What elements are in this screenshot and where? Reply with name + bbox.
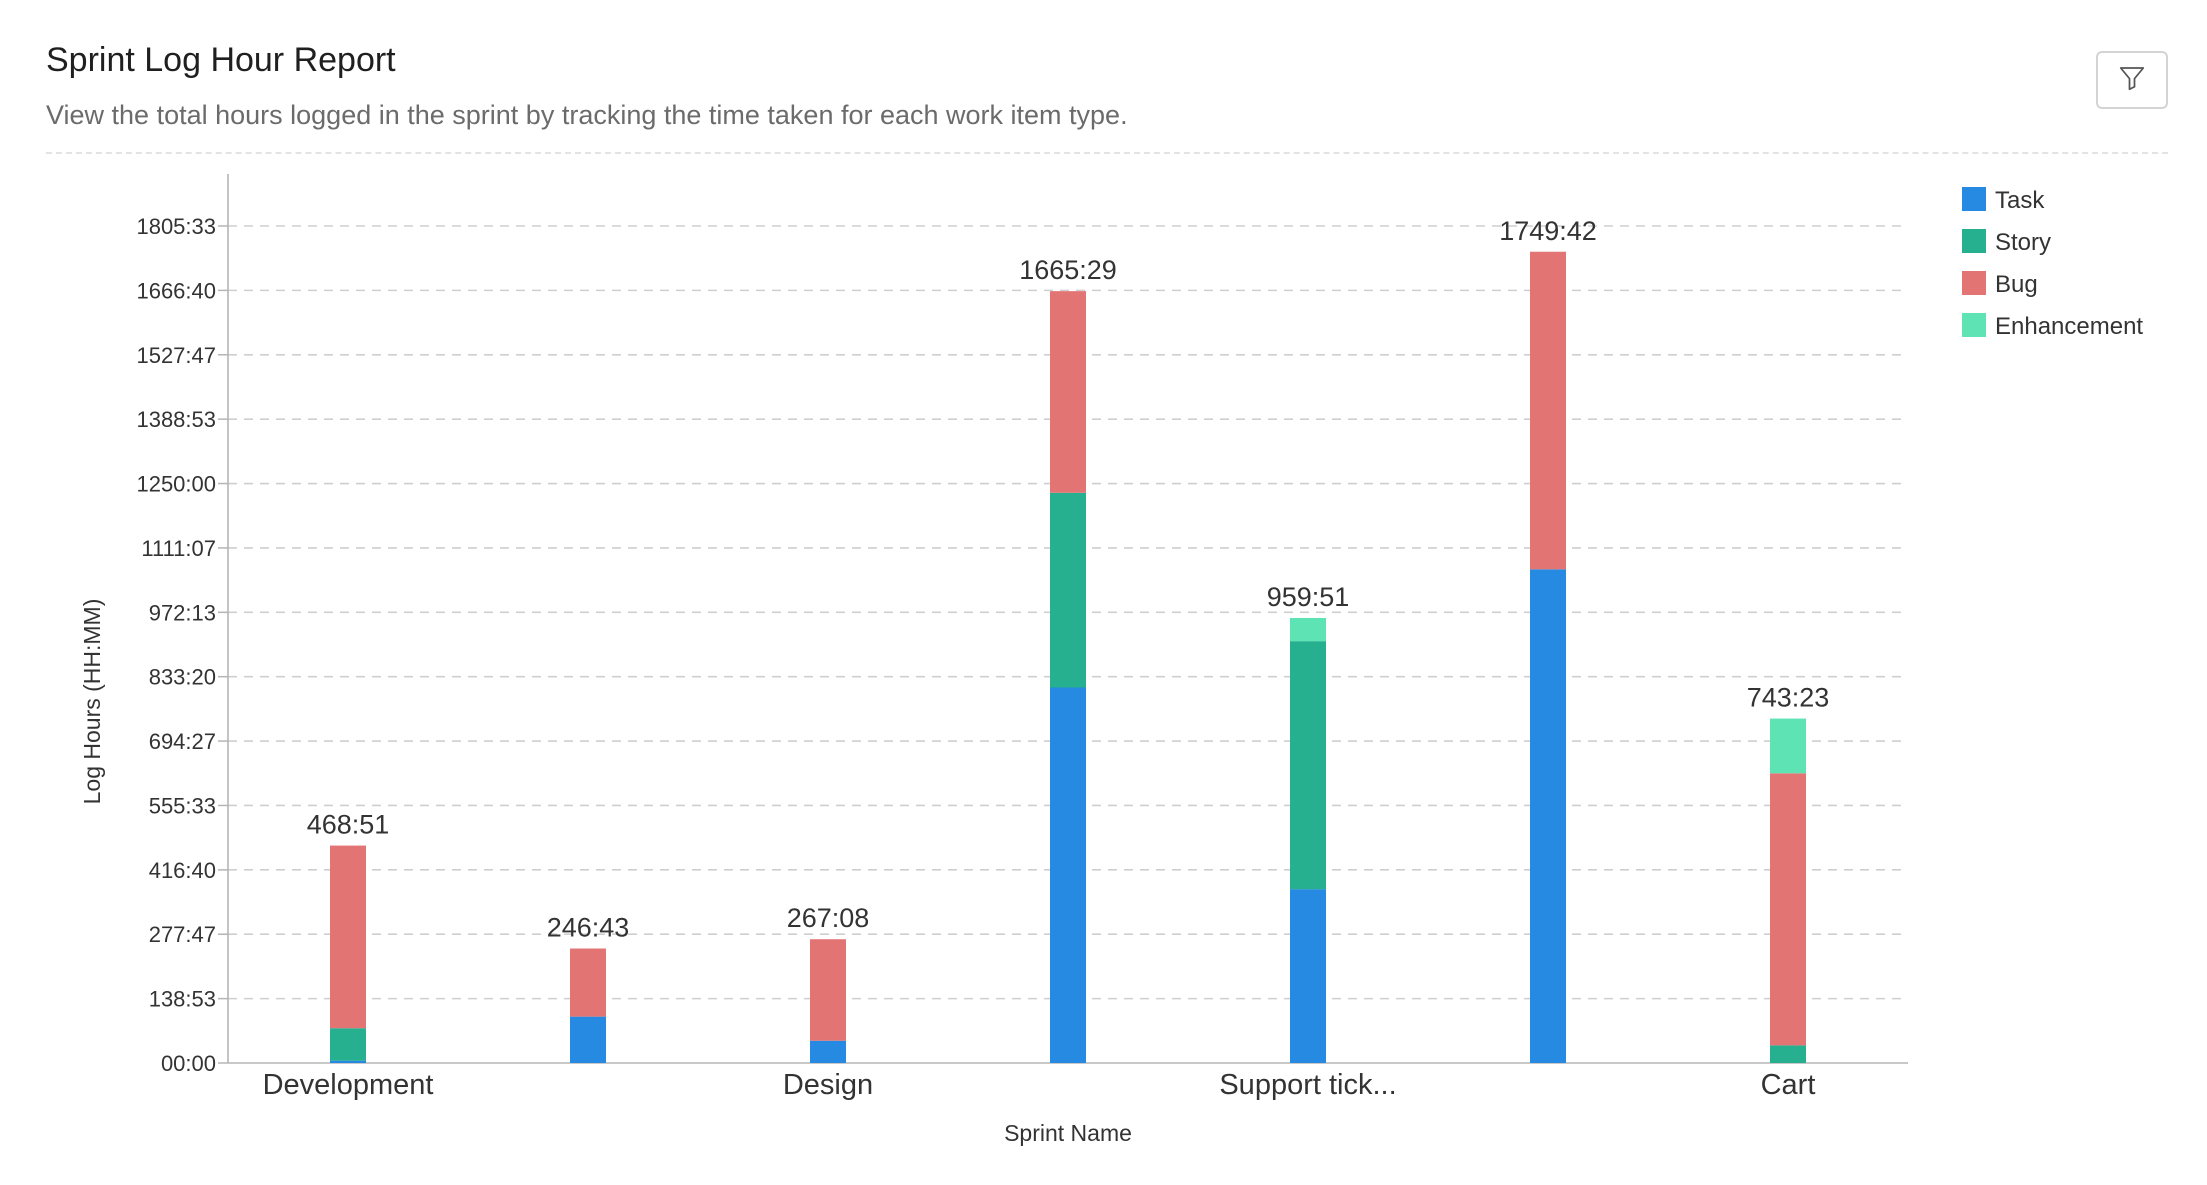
page-subtitle: View the total hours logged in the sprin…	[46, 100, 1128, 130]
bar-segment-task	[1530, 569, 1566, 1063]
y-tick-label: 277:47	[149, 922, 216, 947]
bar-segment-bug	[1770, 773, 1806, 1046]
legend-label-task: Task	[1995, 187, 2045, 214]
bar-total-label: 468:51	[307, 810, 390, 840]
bar-segment-bug	[330, 845, 366, 1029]
bar-total-label: 246:43	[547, 912, 630, 942]
bar-total-label: 959:51	[1267, 582, 1350, 612]
bar-segment-task	[330, 1060, 366, 1063]
y-tick-label: 555:33	[149, 793, 216, 818]
legend-swatch-task	[1962, 187, 1986, 211]
bar-segment-task	[1050, 687, 1086, 1063]
bar-total-label: 1665:29	[1019, 255, 1117, 285]
filter-icon	[2117, 63, 2147, 98]
bar-segment-enhancement	[1290, 617, 1326, 642]
bar-segment-story	[1050, 492, 1086, 688]
legend-label-bug: Bug	[1995, 271, 2038, 298]
page-title: Sprint Log Hour Report	[46, 41, 396, 79]
x-category-label: Cart	[1761, 1069, 1816, 1101]
y-tick-label: 1805:33	[136, 214, 216, 239]
bar-segment-bug	[810, 939, 846, 1041]
y-tick-label: 1666:40	[136, 278, 216, 303]
bar-segment-bug	[1530, 251, 1566, 570]
y-tick-label: 833:20	[149, 665, 216, 690]
y-tick-label: 1527:47	[136, 343, 216, 368]
y-tick-label: 1388:53	[136, 407, 216, 432]
y-axis-title: Log Hours (HH:MM)	[79, 599, 105, 805]
bar-total-label: 743:23	[1747, 683, 1830, 713]
y-tick-label: 694:27	[149, 729, 216, 754]
bar-segment-story	[1770, 1045, 1806, 1063]
bar-segment-bug	[570, 948, 606, 1017]
x-axis-title: Sprint Name	[1004, 1120, 1132, 1146]
y-tick-label: 1111:07	[141, 536, 216, 561]
chart-area: 00:00 138:53 277:47 416:40 555:33 694:27 833:2…	[0, 160, 2207, 1185]
legend-label-story: Story	[1995, 229, 2051, 256]
y-tick-label: 1250:00	[136, 472, 216, 497]
x-category-label: Development	[263, 1069, 434, 1101]
bar-total-label: 1749:42	[1499, 216, 1597, 246]
y-tick-label: 138:53	[149, 987, 216, 1012]
legend-swatch-enhancement	[1962, 313, 1986, 337]
legend-swatch-story	[1962, 229, 1986, 253]
y-tick-label: 972:13	[149, 600, 216, 625]
filter-button[interactable]	[2096, 51, 2168, 109]
legend-swatch-bug	[1962, 271, 1986, 295]
bar-total-label: 267:08	[787, 903, 870, 933]
bar-segment-bug	[1050, 291, 1086, 493]
legend-label-enhancement: Enhancement	[1995, 313, 2143, 340]
header-divider	[46, 152, 2168, 154]
bar-segment-task	[810, 1040, 846, 1063]
x-category-label: Support tick...	[1219, 1069, 1396, 1101]
y-tick-label: 416:40	[149, 858, 216, 883]
bar-segment-task	[1290, 889, 1326, 1063]
bar-segment-enhancement	[1770, 718, 1806, 774]
stacked-bar-chart: 00:00 138:53 277:47 416:40 555:33 694:27 833:2…	[79, 174, 2143, 1146]
bar-segment-story	[330, 1028, 366, 1061]
report-header: Sprint Log Hour Report View the total ho…	[0, 0, 2207, 160]
bar-segment-story	[1290, 641, 1326, 890]
bar-segment-task	[570, 1016, 606, 1063]
x-category-label: Design	[783, 1069, 873, 1101]
y-tick-label: 00:00	[161, 1051, 216, 1076]
